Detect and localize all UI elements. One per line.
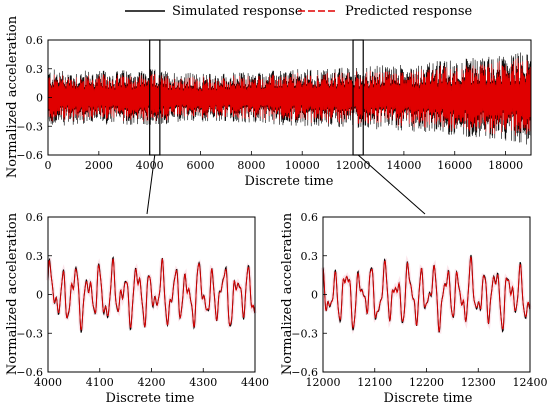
zoom2-xlabel: Discrete time bbox=[384, 391, 473, 406]
zoom2-xtick-label: 12200 bbox=[409, 376, 444, 389]
zoom1-xtick-label: 4200 bbox=[138, 376, 166, 389]
zoom2-series-predicted bbox=[322, 256, 531, 332]
top-xtick-label: 6000 bbox=[187, 159, 215, 172]
zoom1-xtick-label: 4300 bbox=[189, 376, 217, 389]
zoom2-ytick-label: −0.3 bbox=[291, 327, 318, 340]
top-xtick-label: 16000 bbox=[437, 159, 472, 172]
zoom2-xtick-label: 12100 bbox=[357, 376, 392, 389]
top-ytick-label: 0.6 bbox=[26, 34, 44, 47]
top-ytick-label: 0 bbox=[36, 92, 43, 105]
zoom2-xtick-label: 12300 bbox=[461, 376, 496, 389]
top-xtick-label: 4000 bbox=[136, 159, 164, 172]
legend-predicted-label: Predicted response bbox=[345, 4, 473, 19]
legend-simulated-label: Simulated response bbox=[172, 4, 303, 19]
top-xlabel: Discrete time bbox=[245, 174, 334, 189]
top-xtick-label: 0 bbox=[45, 159, 52, 172]
zoom2-ytick-label: 0.3 bbox=[301, 250, 319, 263]
zoom1-ytick-label: 0.6 bbox=[26, 211, 44, 224]
zoom2-ytick-label: 0 bbox=[311, 289, 318, 302]
zoom-connectors bbox=[146, 154, 426, 215]
zoom1-series-predicted bbox=[47, 258, 256, 331]
connector-left bbox=[146, 154, 156, 215]
top-ytick-label: −0.3 bbox=[16, 120, 43, 133]
top-ytick-label: 0.3 bbox=[26, 63, 44, 76]
top-series-predicted bbox=[47, 58, 532, 136]
top-panel: Normalized acceleration Discrete time 0 2… bbox=[5, 15, 532, 189]
zoom1-xtick-label: 4400 bbox=[241, 376, 269, 389]
top-xtick-label: 2000 bbox=[85, 159, 113, 172]
connector-right bbox=[357, 154, 426, 215]
zoom1-ylabel: Normalized acceleration bbox=[5, 212, 20, 375]
zoom2-xtick-label: 12400 bbox=[513, 376, 548, 389]
top-ylabel: Normalized acceleration bbox=[5, 15, 20, 178]
top-xtick-label: 18000 bbox=[488, 159, 523, 172]
zoom1-xlabel: Discrete time bbox=[106, 391, 195, 406]
zoom1-xtick-label: 4000 bbox=[34, 376, 62, 389]
zoom2-ytick-label: −0.6 bbox=[291, 366, 318, 379]
zoom-panel-right: Normalized acceleration Discrete time 12… bbox=[280, 211, 548, 406]
legend: Simulated response Predicted response bbox=[125, 4, 473, 19]
top-xtick-label: 10000 bbox=[285, 159, 320, 172]
top-xtick-label: 12000 bbox=[336, 159, 371, 172]
zoom-panel-left: Normalized acceleration Discrete time 40… bbox=[5, 211, 269, 406]
top-xtick-label: 8000 bbox=[237, 159, 265, 172]
zoom1-ytick-label: 0 bbox=[36, 289, 43, 302]
top-ytick-label: −0.6 bbox=[16, 149, 43, 162]
zoom2-ylabel: Normalized acceleration bbox=[280, 212, 295, 375]
zoom1-xtick-label: 4100 bbox=[86, 376, 114, 389]
zoom2-xtick-label: 12000 bbox=[306, 376, 341, 389]
zoom1-ytick-label: −0.3 bbox=[16, 327, 43, 340]
zoom1-ytick-label: −0.6 bbox=[16, 366, 43, 379]
zoom2-ytick-label: 0.6 bbox=[301, 211, 319, 224]
zoom1-ytick-label: 0.3 bbox=[26, 250, 44, 263]
top-xtick-label: 14000 bbox=[386, 159, 421, 172]
